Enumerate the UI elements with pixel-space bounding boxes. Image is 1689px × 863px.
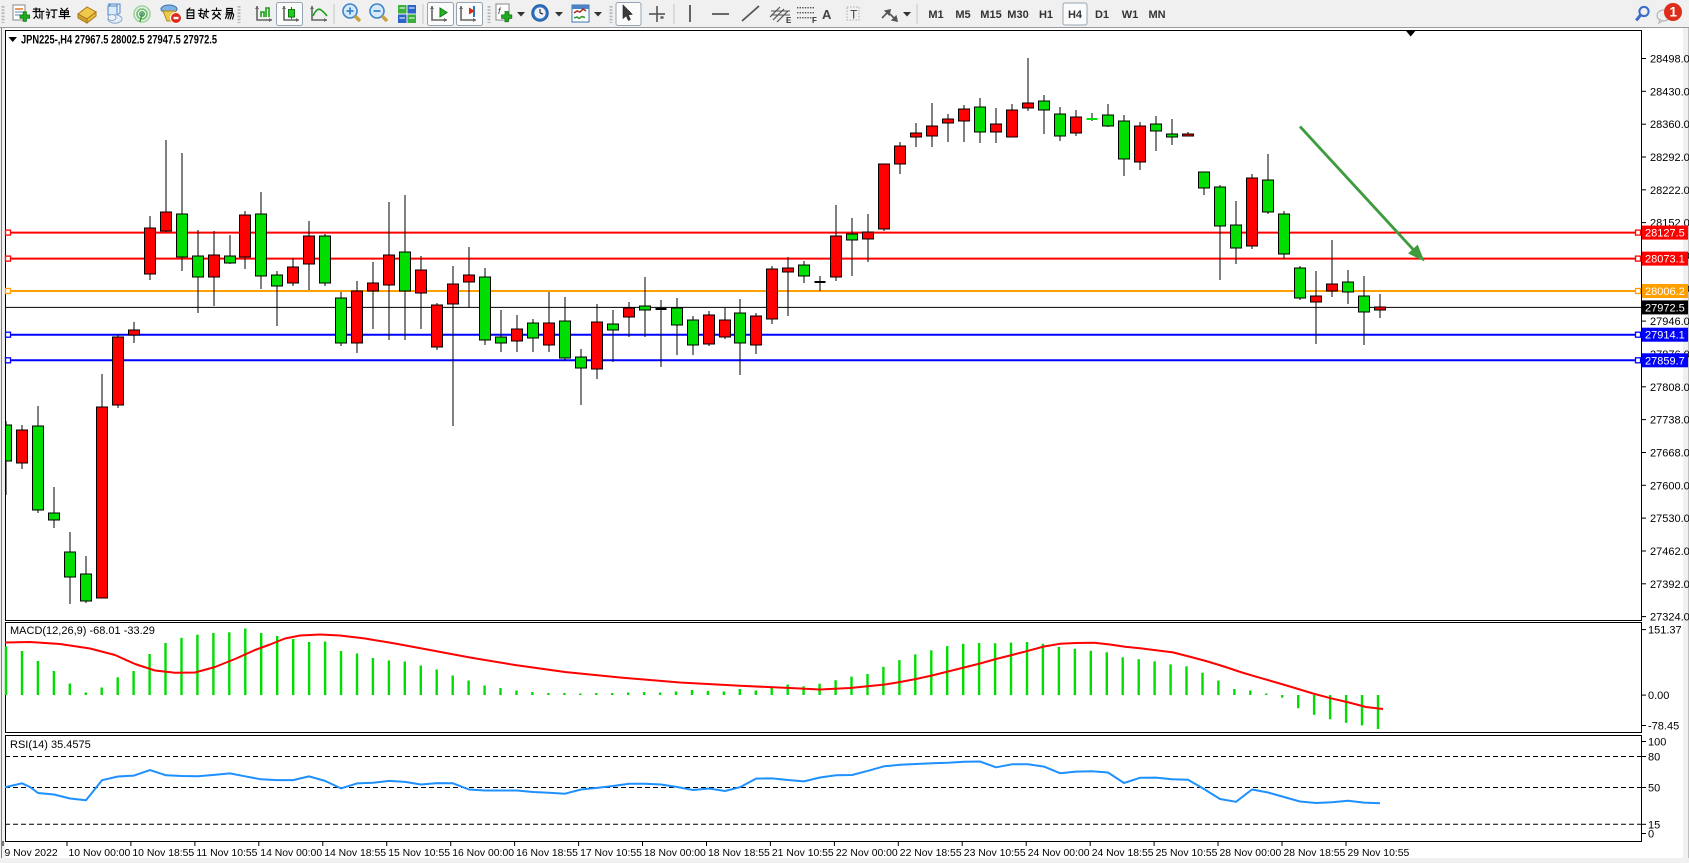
svg-text:E: E xyxy=(786,16,792,25)
svg-text:50: 50 xyxy=(1648,783,1660,795)
svg-text:MACD(12,26,9) -68.01 -33.29: MACD(12,26,9) -68.01 -33.29 xyxy=(10,625,155,637)
svg-text:D1: D1 xyxy=(1095,9,1109,21)
svg-text:28430.0: 28430.0 xyxy=(1650,86,1689,98)
svg-text:H4: H4 xyxy=(1068,9,1083,21)
svg-text:27808.0: 27808.0 xyxy=(1650,382,1689,394)
svg-text:28292.0: 28292.0 xyxy=(1650,152,1689,164)
svg-text:18 Nov 18:55: 18 Nov 18:55 xyxy=(708,848,770,859)
svg-text:28006.2: 28006.2 xyxy=(1645,286,1685,298)
svg-text:16 Nov 18:55: 16 Nov 18:55 xyxy=(516,848,578,859)
svg-text:A: A xyxy=(822,7,832,22)
svg-text:25 Nov 10:55: 25 Nov 10:55 xyxy=(1156,848,1218,859)
svg-text:23 Nov 10:55: 23 Nov 10:55 xyxy=(964,848,1026,859)
svg-text:24 Nov 00:00: 24 Nov 00:00 xyxy=(1028,848,1090,859)
svg-text:1: 1 xyxy=(1669,5,1677,20)
svg-text:M5: M5 xyxy=(955,9,970,21)
svg-text:MN: MN xyxy=(1148,9,1165,21)
svg-text:28 Nov 18:55: 28 Nov 18:55 xyxy=(1284,848,1346,859)
svg-text:29 Nov 10:55: 29 Nov 10:55 xyxy=(1348,848,1410,859)
svg-text:27668.0: 27668.0 xyxy=(1650,448,1689,460)
svg-text:17 Nov 10:55: 17 Nov 10:55 xyxy=(580,848,642,859)
svg-text:21 Nov 10:55: 21 Nov 10:55 xyxy=(772,848,834,859)
svg-text:28360.0: 28360.0 xyxy=(1650,119,1689,131)
svg-text:M30: M30 xyxy=(1007,9,1028,21)
svg-text:15: 15 xyxy=(1648,819,1660,831)
svg-text:28498.0: 28498.0 xyxy=(1650,54,1689,66)
svg-text:0: 0 xyxy=(1648,829,1654,841)
svg-text:18 Nov 00:00: 18 Nov 00:00 xyxy=(644,848,706,859)
svg-text:JPN225-,H4 27967.5 28002.5 27: JPN225-,H4 27967.5 28002.5 27947.5 27972… xyxy=(21,35,217,47)
svg-text:27859.7: 27859.7 xyxy=(1645,355,1685,367)
svg-text:H1: H1 xyxy=(1039,9,1053,21)
svg-text:14 Nov 18:55: 14 Nov 18:55 xyxy=(324,848,386,859)
svg-text:W1: W1 xyxy=(1122,9,1139,21)
svg-text:100: 100 xyxy=(1648,737,1666,749)
svg-text:f: f xyxy=(498,6,502,16)
svg-text:F: F xyxy=(812,16,817,25)
svg-text:28 Nov 00:00: 28 Nov 00:00 xyxy=(1220,848,1282,859)
svg-text:28073.1: 28073.1 xyxy=(1645,254,1685,266)
svg-text:M1: M1 xyxy=(928,9,943,21)
svg-text:28127.5: 28127.5 xyxy=(1645,228,1685,240)
svg-text:27600.0: 27600.0 xyxy=(1650,480,1689,492)
svg-text:10 Nov 00:00: 10 Nov 00:00 xyxy=(69,848,131,859)
svg-text:27738.0: 27738.0 xyxy=(1650,415,1689,427)
svg-text:27530.0: 27530.0 xyxy=(1650,513,1689,525)
svg-text:22 Nov 18:55: 22 Nov 18:55 xyxy=(900,848,962,859)
svg-text:27324.0: 27324.0 xyxy=(1650,612,1689,624)
svg-text:27972.5: 27972.5 xyxy=(1645,302,1685,314)
svg-text:28222.0: 28222.0 xyxy=(1650,185,1689,197)
svg-text:27462.0: 27462.0 xyxy=(1650,546,1689,558)
svg-text:11 Nov 10:55: 11 Nov 10:55 xyxy=(196,848,257,859)
svg-text:15 Nov 10:55: 15 Nov 10:55 xyxy=(388,848,450,859)
svg-text:27392.0: 27392.0 xyxy=(1650,579,1689,591)
svg-text:T: T xyxy=(850,8,858,22)
svg-text:27914.1: 27914.1 xyxy=(1645,330,1685,342)
svg-text:M15: M15 xyxy=(980,9,1001,21)
svg-text:14 Nov 00:00: 14 Nov 00:00 xyxy=(260,848,322,859)
svg-text:22 Nov 00:00: 22 Nov 00:00 xyxy=(836,848,898,859)
svg-text:9 Nov 2022: 9 Nov 2022 xyxy=(5,848,58,859)
svg-text:24 Nov 18:55: 24 Nov 18:55 xyxy=(1092,848,1154,859)
svg-text:-78.45: -78.45 xyxy=(1648,721,1679,733)
svg-text:RSI(14) 35.4575: RSI(14) 35.4575 xyxy=(10,739,91,751)
svg-text:80: 80 xyxy=(1648,752,1660,764)
svg-text:10 Nov 18:55: 10 Nov 18:55 xyxy=(132,848,194,859)
svg-text:151.37: 151.37 xyxy=(1648,625,1682,637)
svg-text:27946.0: 27946.0 xyxy=(1650,316,1689,328)
svg-text:16 Nov 00:00: 16 Nov 00:00 xyxy=(452,848,514,859)
svg-text:0.00: 0.00 xyxy=(1648,690,1669,702)
